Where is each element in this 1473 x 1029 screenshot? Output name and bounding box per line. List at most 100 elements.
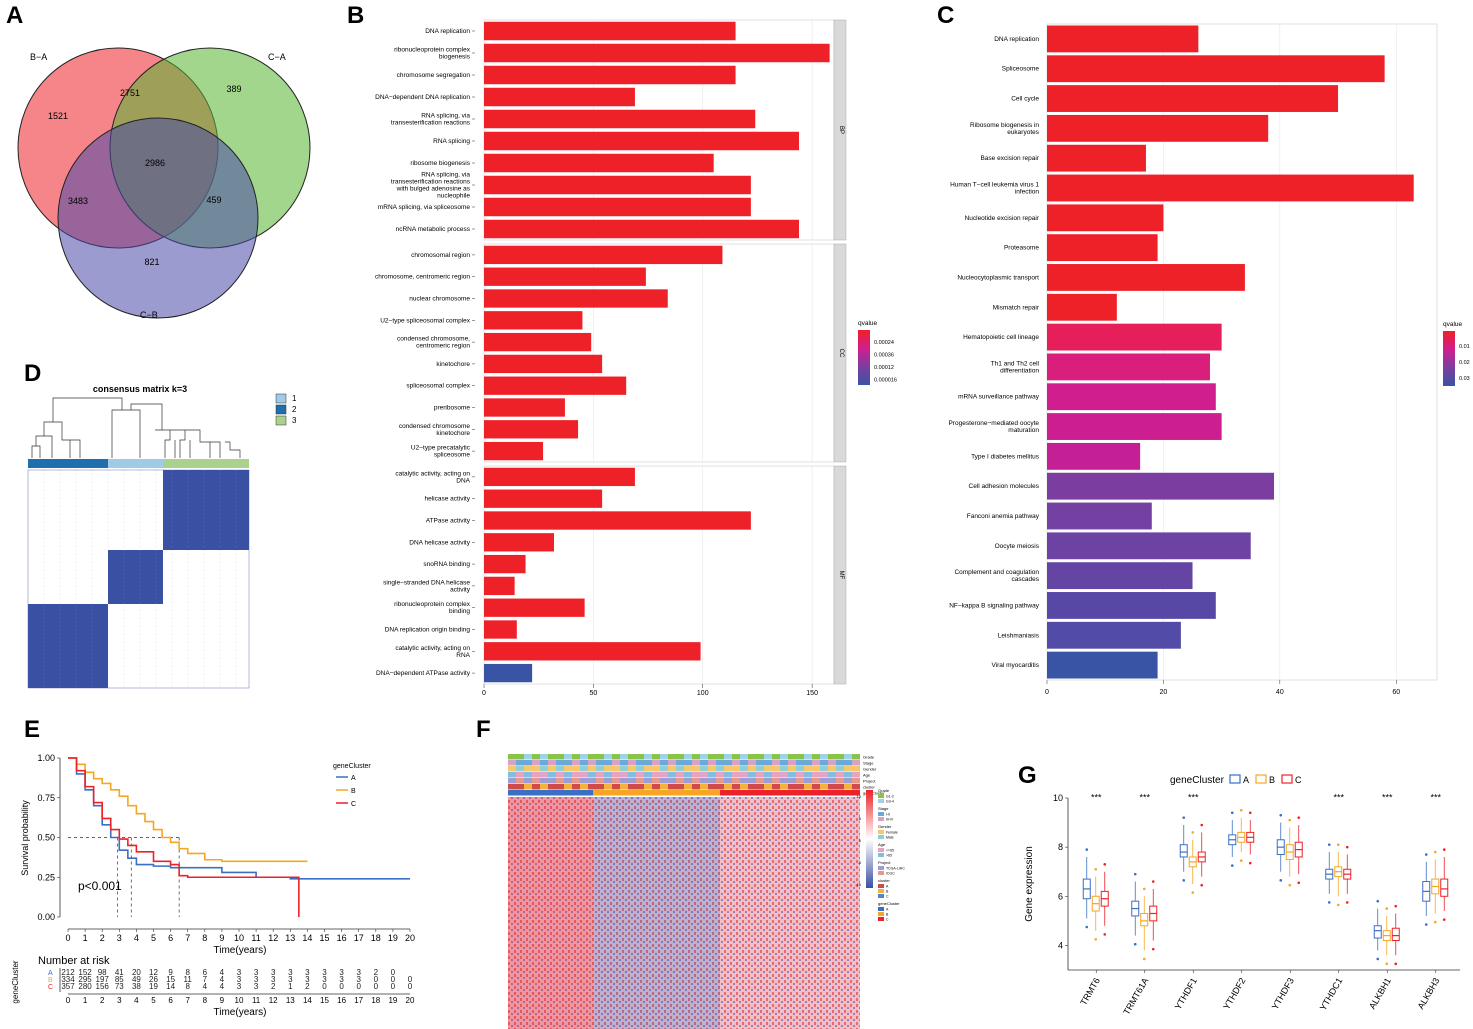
bar-label: transesterification reactions — [391, 120, 471, 127]
annotation-cell — [652, 766, 660, 772]
panel-letter-g: G — [1018, 762, 1037, 789]
risk-value: 1 — [288, 982, 293, 991]
bar-label: Hematopoietic cell lineage — [963, 334, 1039, 341]
outlier — [1191, 891, 1195, 894]
x-tick-label: 17 — [354, 933, 364, 943]
risk-x-tick: 9 — [220, 996, 225, 1005]
bar — [484, 398, 565, 417]
annotation-cell — [788, 778, 796, 784]
risk-value: 7 — [203, 975, 208, 984]
legend-swatch — [878, 884, 884, 888]
risk-value: 2 — [271, 982, 276, 991]
annotation-cell — [596, 760, 604, 766]
box — [1391, 927, 1400, 942]
annotation-cell — [588, 754, 596, 760]
annotation-cell — [588, 772, 596, 778]
venn-region-value: 3483 — [68, 196, 88, 206]
bar-label: ribosome biogenesis — [410, 160, 470, 167]
annotation-cell — [844, 772, 852, 778]
risk-x-tick: 1 — [83, 996, 88, 1005]
annotation-cell — [580, 778, 588, 784]
annotation-cell — [596, 754, 604, 760]
bar — [484, 663, 533, 683]
legend-title: geneCluster — [1170, 775, 1225, 786]
annotation-cell — [676, 766, 684, 772]
bar-label: Spliceosome — [1002, 66, 1040, 73]
annotation-cell — [820, 754, 828, 760]
risk-value: 3 — [305, 968, 310, 977]
annotation-cell — [796, 784, 804, 790]
annotation-cell — [748, 784, 756, 790]
x-tick-label: 15 — [319, 933, 329, 943]
annotation-cell — [604, 766, 612, 772]
annotation-cell — [844, 784, 852, 790]
bar — [1047, 264, 1245, 291]
annotation-cell — [748, 760, 756, 766]
track-label: Project — [863, 779, 876, 784]
bar-label: RNA — [456, 652, 470, 659]
risk-x-tick: 13 — [286, 996, 295, 1005]
track-label: cluster — [863, 785, 875, 790]
annotation-cell — [636, 754, 644, 760]
matrix-block-1 — [108, 550, 163, 604]
annotation-cell — [836, 778, 844, 784]
legend-swatch — [878, 853, 884, 857]
panel-letter-b: B — [347, 2, 365, 29]
outlier — [1182, 816, 1186, 819]
risk-x-tick: 14 — [303, 996, 312, 1005]
risk-value: 0 — [391, 975, 396, 984]
annotation-cell — [548, 754, 556, 760]
legend-swatch — [878, 794, 884, 798]
annotation-cell — [636, 784, 644, 790]
risk-value: 3 — [322, 968, 327, 977]
panel-letter-c: C — [937, 2, 955, 29]
venn-region-value: 2986 — [145, 158, 165, 168]
bar-label: DNA−dependent DNA replication — [375, 94, 470, 101]
legend-label: C — [1295, 775, 1302, 785]
annotation-cell — [540, 760, 548, 766]
x-tick-label: 3 — [117, 933, 122, 943]
x-tick-label: 8 — [202, 933, 207, 943]
bar-label: helicase activity — [424, 496, 470, 503]
x-tick-label: 13 — [285, 933, 295, 943]
bar — [1047, 204, 1164, 232]
annotation-cell — [564, 772, 572, 778]
x-tick-label: 0 — [1045, 689, 1049, 696]
annotation-cell — [788, 760, 796, 766]
bar-label: single−stranded DNA helicase — [383, 579, 470, 586]
bar-label: differentiation — [1000, 367, 1039, 374]
outlier — [1200, 823, 1204, 827]
heatmap-body — [508, 797, 860, 1029]
legend-item-label: G1-2 — [886, 795, 894, 799]
bar — [484, 153, 714, 173]
annotation-cell — [508, 760, 516, 766]
legend-label: A — [1243, 775, 1249, 785]
bar-label: binding — [449, 608, 470, 615]
annotation-cell — [652, 772, 660, 778]
annotation-cell — [516, 754, 524, 760]
annotation-cell — [700, 772, 708, 778]
risk-value: 0 — [374, 975, 379, 984]
bar-label: DNA helicase activity — [409, 539, 470, 546]
annotation-cell — [796, 760, 804, 766]
annotation-cell — [724, 784, 732, 790]
x-tick-label: 2 — [100, 933, 105, 943]
risk-value: 3 — [356, 968, 361, 977]
x-tick-label: 100 — [697, 690, 709, 697]
annotation-cell — [604, 760, 612, 766]
annotation-cell — [516, 778, 524, 784]
venn-region-value: 389 — [226, 84, 241, 94]
annotation-cell — [764, 766, 772, 772]
bar-label: Mismatch repair — [993, 304, 1040, 311]
risk-value: 12 — [149, 968, 158, 977]
bar — [1047, 532, 1251, 560]
x-tick-label: ALKBH3 — [1416, 976, 1442, 1011]
x-tick-label: 5 — [151, 933, 156, 943]
bar-label: U2−type spliceosomal complex — [380, 317, 471, 324]
bar-label: maturation — [1008, 427, 1039, 434]
outlier — [1103, 933, 1107, 936]
legend-scale-label: 0 — [859, 838, 862, 843]
annotation-cell — [524, 778, 532, 784]
legend-label: 0.00024 — [874, 340, 894, 346]
cluster-track — [508, 790, 593, 796]
